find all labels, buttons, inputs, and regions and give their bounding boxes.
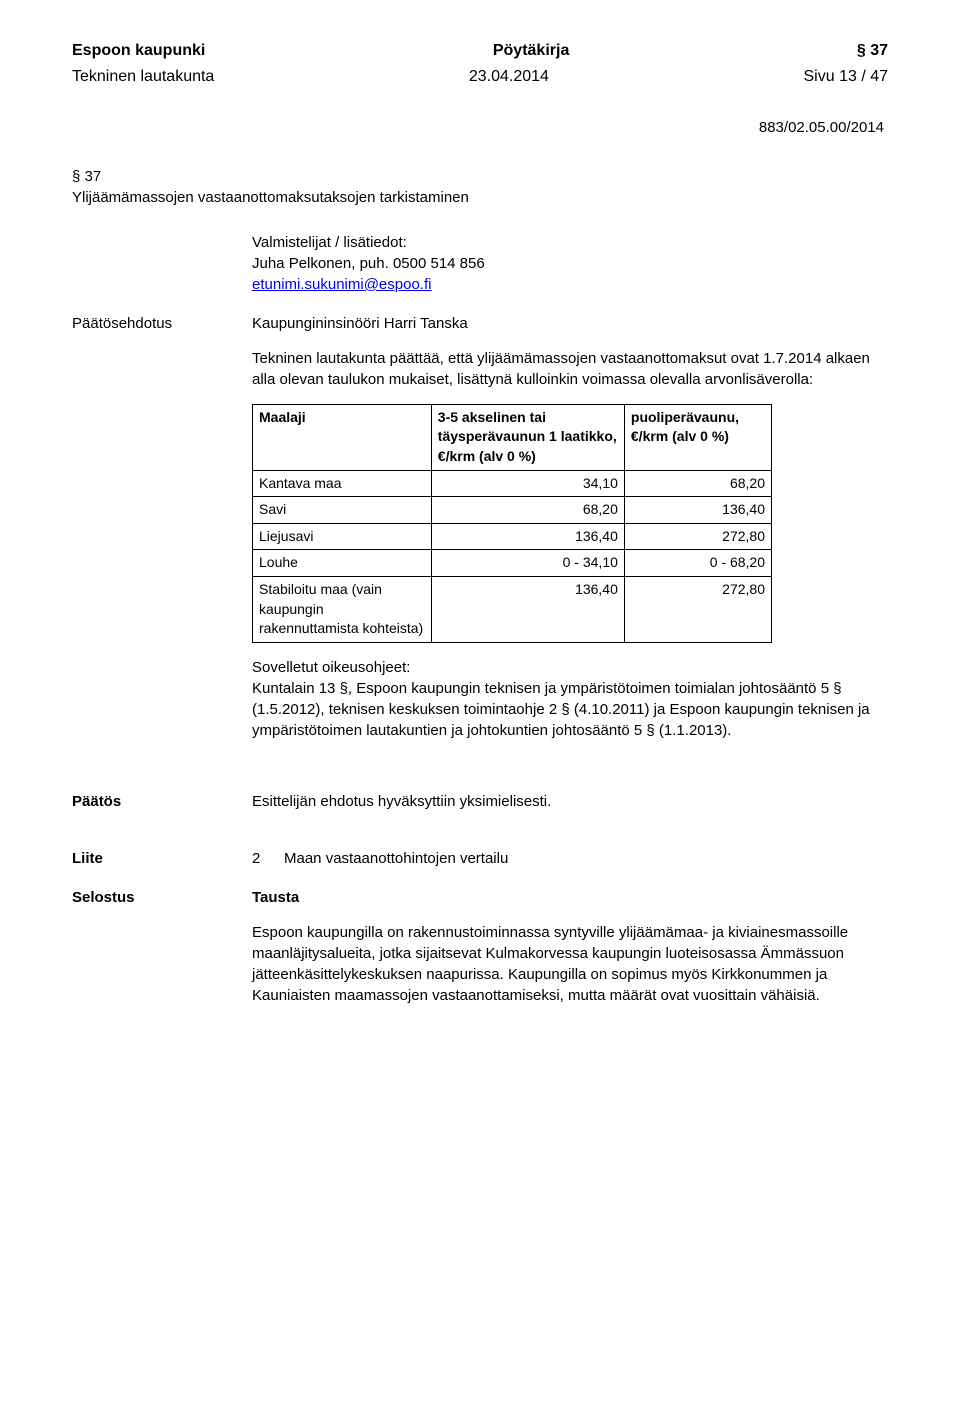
proposal-content: Kaupungininsinööri Harri Tanska Tekninen… xyxy=(252,313,888,755)
table-col-2: puoliperävaunu, €/krm (alv 0 %) xyxy=(624,404,771,470)
subheader-date: 23.04.2014 xyxy=(469,66,549,88)
header-section-no: § 37 xyxy=(857,40,888,62)
table-cell: 136,40 xyxy=(431,576,624,642)
table-header-row: Maalaji 3-5 akselinen tai täysperävaunun… xyxy=(253,404,772,470)
page: Espoon kaupunki Pöytäkirja § 37 Tekninen… xyxy=(0,0,960,1413)
preparer-email-link[interactable]: etunimi.sukunimi@espoo.fi xyxy=(252,276,431,293)
table-cell: 272,80 xyxy=(624,576,771,642)
price-table: Maalaji 3-5 akselinen tai täysperävaunun… xyxy=(252,404,772,643)
table-col-1: 3-5 akselinen tai täysperävaunun 1 laati… xyxy=(431,404,624,470)
table-row: Savi 68,20 136,40 xyxy=(253,497,772,524)
decision-label: Päätös xyxy=(72,791,252,812)
attachment-label: Liite xyxy=(72,848,252,869)
proposal-row: Päätösehdotus Kaupungininsinööri Harri T… xyxy=(72,313,888,755)
table-row: Louhe 0 - 34,10 0 - 68,20 xyxy=(253,550,772,577)
explanation-content: Tausta Espoon kaupungilla on rakennustoi… xyxy=(252,887,888,1020)
table-cell: 0 - 68,20 xyxy=(624,550,771,577)
header-org: Espoon kaupunki xyxy=(72,40,205,62)
table-cell: 68,20 xyxy=(431,497,624,524)
proposal-body-1: Tekninen lautakunta päättää, että ylijää… xyxy=(252,348,888,390)
table-cell: Kantava maa xyxy=(253,470,432,497)
agenda-title: Ylijäämämassojen vastaanottomaksutaksoje… xyxy=(72,189,469,206)
preparer-block: Valmistelijat / lisätiedot: Juha Pelkone… xyxy=(252,232,888,295)
legal-heading: Sovelletut oikeusohjeet: xyxy=(252,657,888,678)
table-col-0: Maalaji xyxy=(253,404,432,470)
preparer-label: Valmistelijat / lisätiedot: xyxy=(252,232,888,253)
subheader-committee: Tekninen lautakunta xyxy=(72,66,214,88)
table-cell: Liejusavi xyxy=(253,523,432,550)
attachment-number: 2 xyxy=(252,848,284,869)
case-reference: 883/02.05.00/2014 xyxy=(72,117,884,138)
table-row: Kantava maa 34,10 68,20 xyxy=(253,470,772,497)
subheader-row: Tekninen lautakunta 23.04.2014 Sivu 13 /… xyxy=(72,66,888,88)
legal-text: Kuntalain 13 §, Espoon kaupungin teknise… xyxy=(252,678,888,741)
table-cell: 68,20 xyxy=(624,470,771,497)
table-cell: Stabiloitu maa (vain kaupungin rakennutt… xyxy=(253,576,432,642)
explanation-label: Selostus xyxy=(72,887,252,1020)
header-doc-type: Pöytäkirja xyxy=(493,40,569,62)
table-cell: 0 - 34,10 xyxy=(431,550,624,577)
table-row: Liejusavi 136,40 272,80 xyxy=(253,523,772,550)
table-cell: Savi xyxy=(253,497,432,524)
preparer-name: Juha Pelkonen, puh. 0500 514 856 xyxy=(252,253,888,274)
proposal-author: Kaupungininsinööri Harri Tanska xyxy=(252,313,888,334)
table-row: Stabiloitu maa (vain kaupungin rakennutt… xyxy=(253,576,772,642)
proposal-label: Päätösehdotus xyxy=(72,313,252,755)
agenda-item: § 37 Ylijäämämassojen vastaanottomaksuta… xyxy=(72,166,888,208)
table-cell: 136,40 xyxy=(431,523,624,550)
header-row: Espoon kaupunki Pöytäkirja § 37 xyxy=(72,40,888,62)
explanation-body: Espoon kaupungilla on rakennustoiminnass… xyxy=(252,922,888,1006)
table-cell: Louhe xyxy=(253,550,432,577)
attachment-text: Maan vastaanottohintojen vertailu xyxy=(284,848,888,869)
explanation-heading: Tausta xyxy=(252,887,888,908)
table-cell: 34,10 xyxy=(431,470,624,497)
attachment-row: Liite 2 Maan vastaanottohintojen vertail… xyxy=(72,848,888,869)
subheader-page: Sivu 13 / 47 xyxy=(804,66,889,88)
decision-row: Päätös Esittelijän ehdotus hyväksyttiin … xyxy=(72,791,888,812)
agenda-number: § 37 xyxy=(72,168,101,185)
table-cell: 136,40 xyxy=(624,497,771,524)
explanation-row: Selostus Tausta Espoon kaupungilla on ra… xyxy=(72,887,888,1020)
decision-text: Esittelijän ehdotus hyväksyttiin yksimie… xyxy=(252,791,888,812)
table-cell: 272,80 xyxy=(624,523,771,550)
